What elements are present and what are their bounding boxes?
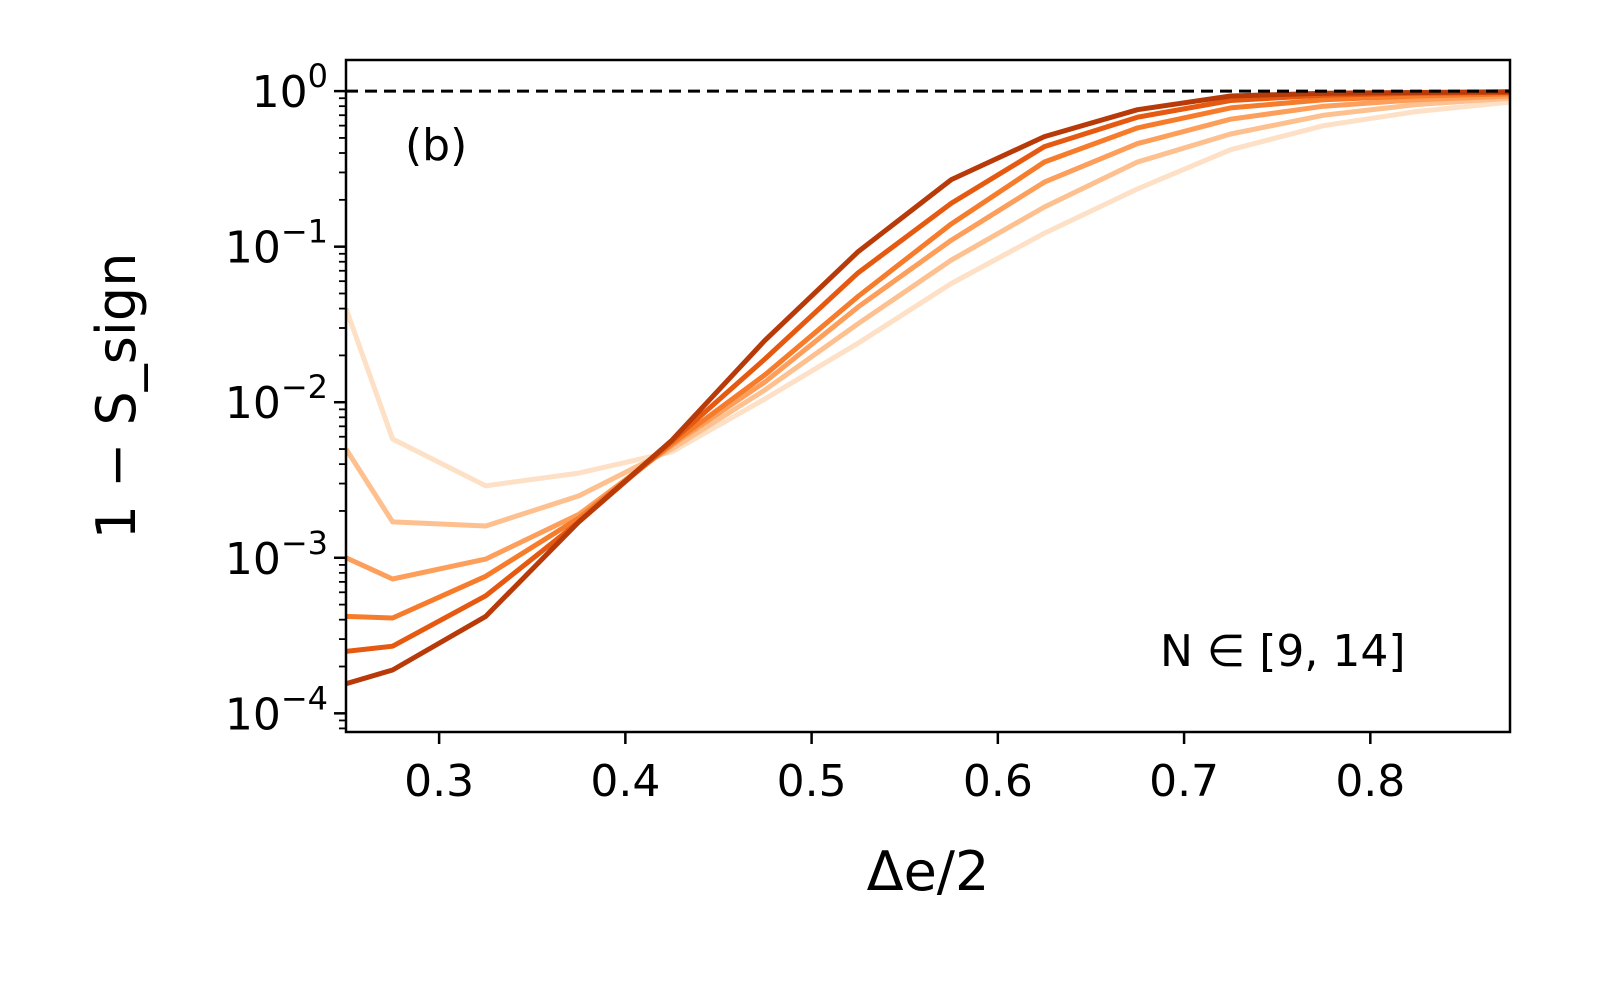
y-tick-label: 10−1: [225, 213, 328, 274]
x-axis-label: Δe/2: [867, 840, 990, 903]
x-tick-label: 0.4: [590, 756, 660, 807]
x-tick-label: 0.8: [1335, 756, 1405, 807]
y-tick-label: 10−4: [225, 679, 328, 740]
y-tick-label: 100: [252, 57, 328, 118]
series-line-n-11: [346, 93, 1510, 582]
x-tick-label: 0.6: [963, 756, 1033, 807]
y-axis-label: 1 − S_sign: [85, 253, 148, 540]
y-tick-label: 10−2: [225, 368, 328, 429]
y-tick-label: 10−3: [225, 524, 328, 585]
x-tick-label: 0.7: [1149, 756, 1219, 807]
series-line-n-12: [346, 91, 1510, 621]
annotation: N ∈ [9, 14]: [1160, 626, 1406, 677]
panel-label: (b): [405, 120, 467, 171]
x-tick-label: 0.3: [404, 756, 474, 807]
series-line-n-9: [346, 99, 1510, 489]
x-tick-label: 0.5: [777, 756, 847, 807]
series-line-n-10: [346, 95, 1510, 529]
series-line-n-14: [346, 89, 1510, 687]
plot-frame: [344, 58, 1512, 734]
